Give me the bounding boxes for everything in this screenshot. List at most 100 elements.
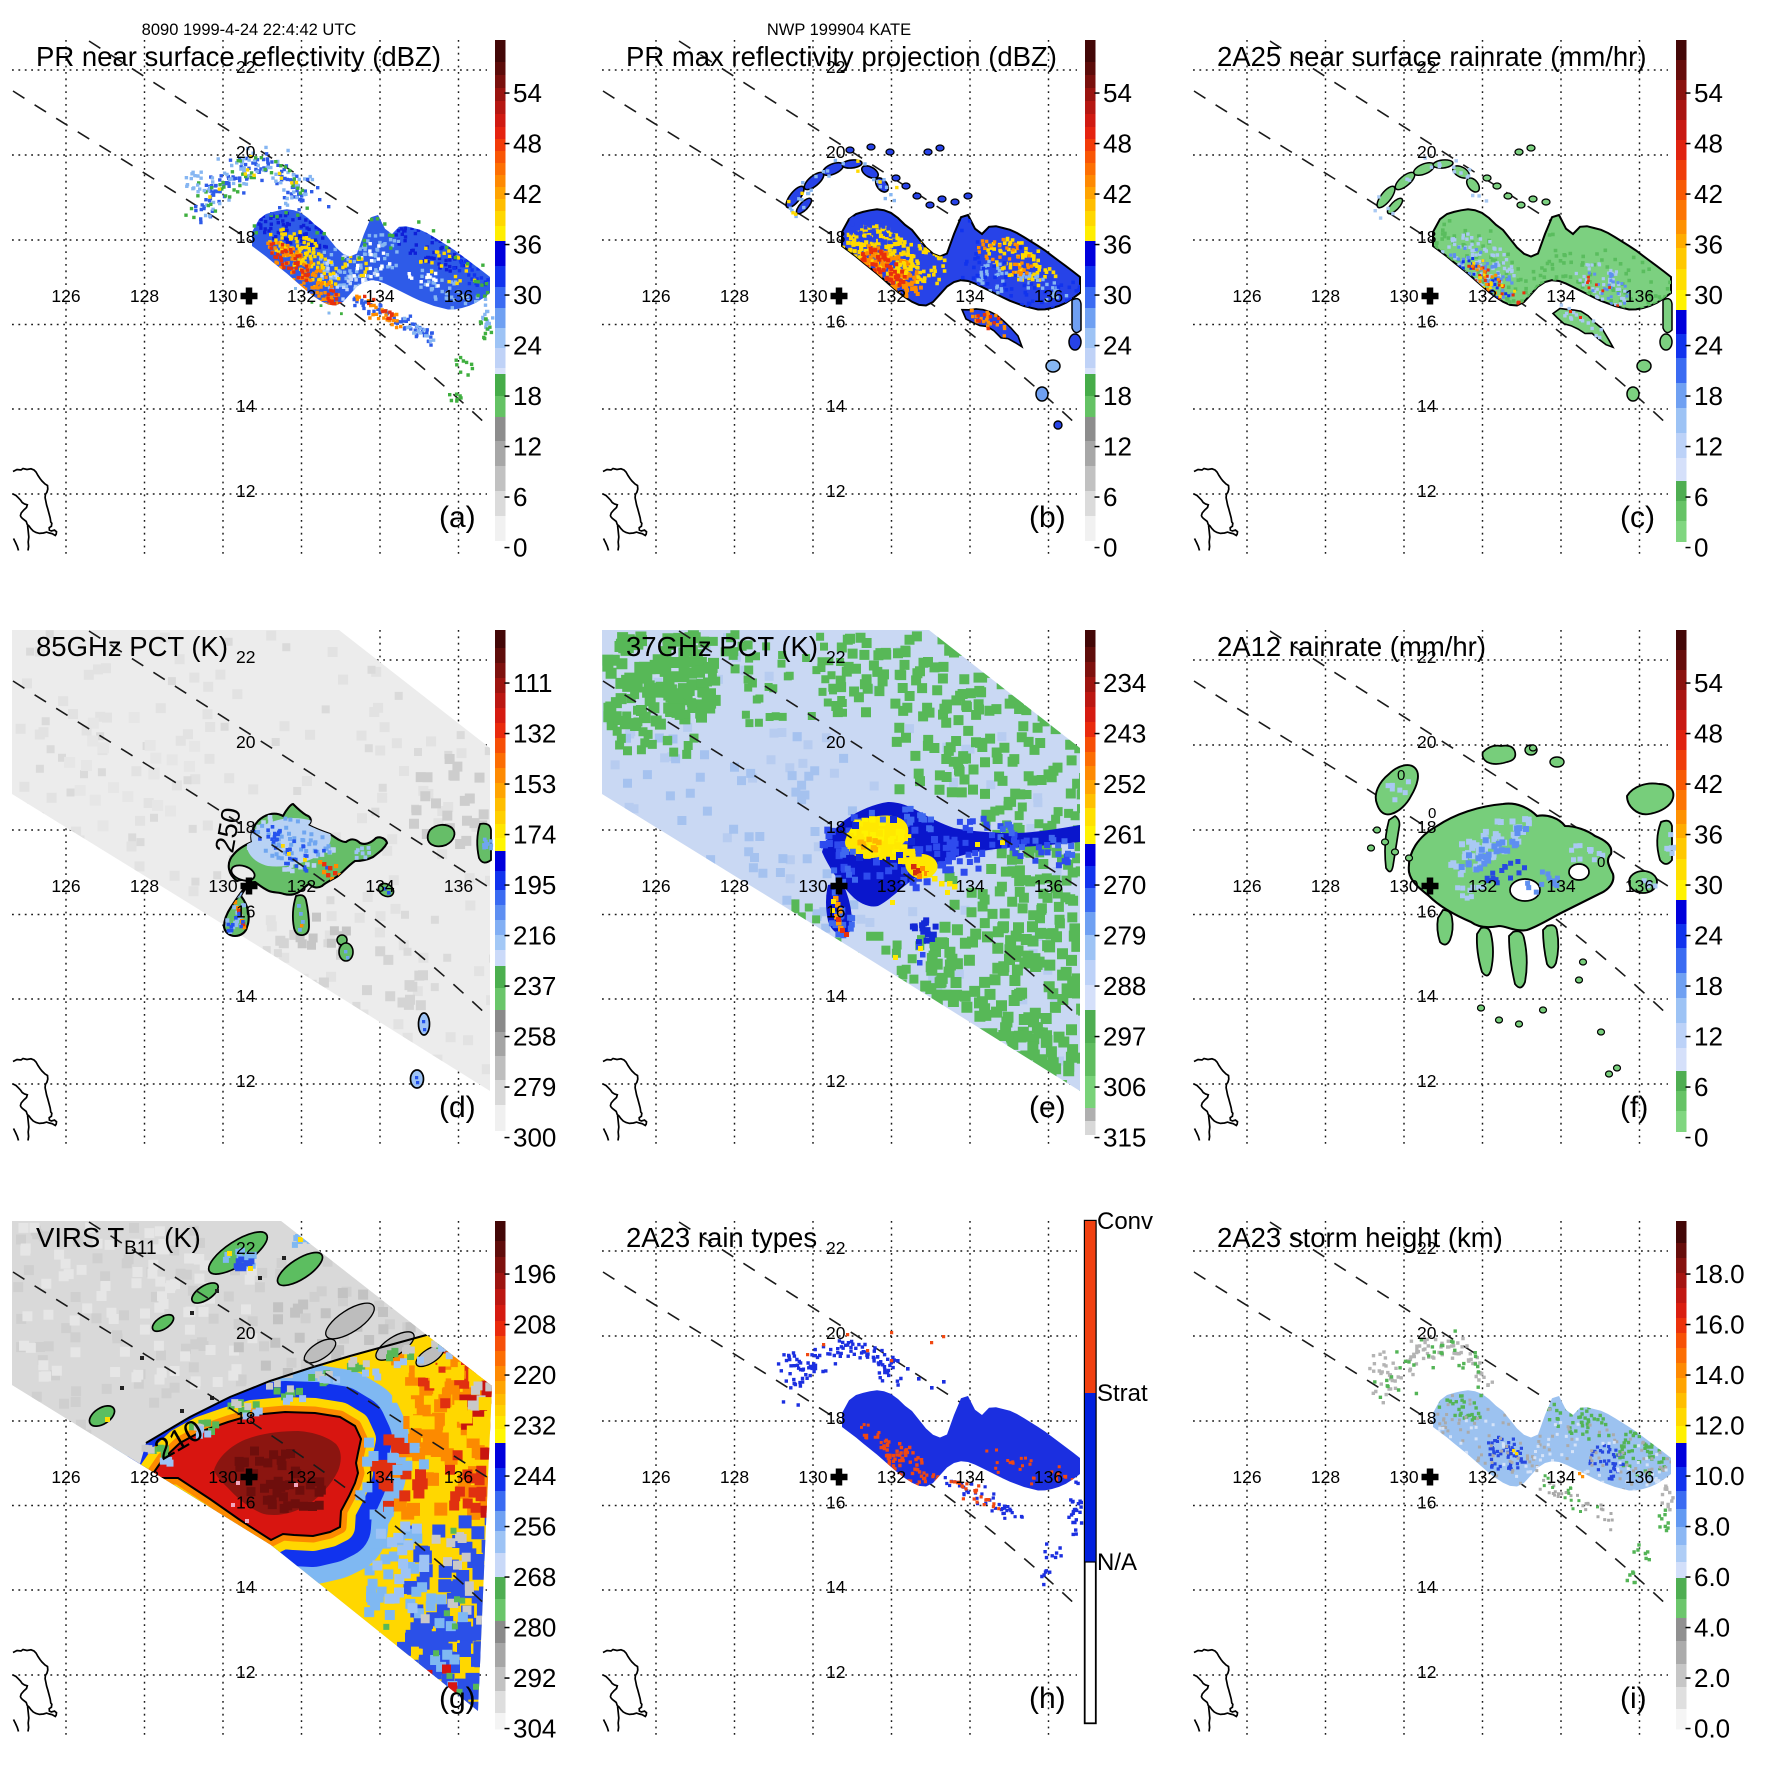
svg-text:20: 20: [236, 732, 256, 752]
svg-text:12: 12: [1417, 1662, 1436, 1682]
svg-text:18: 18: [1103, 381, 1132, 411]
svg-text:Strat: Strat: [1097, 1380, 1148, 1407]
svg-text:130: 130: [1389, 286, 1418, 306]
svg-text:261: 261: [1103, 820, 1146, 850]
svg-text:(g): (g): [439, 1682, 476, 1715]
svg-text:8.0: 8.0: [1694, 1511, 1730, 1541]
svg-text:20: 20: [236, 142, 256, 162]
svg-text:126: 126: [51, 286, 80, 306]
svg-text:10.0: 10.0: [1694, 1461, 1745, 1491]
svg-text:0: 0: [1694, 533, 1708, 563]
svg-text:18: 18: [826, 1408, 845, 1428]
svg-text:54: 54: [1694, 668, 1723, 698]
svg-text:6: 6: [513, 482, 527, 512]
svg-text:6: 6: [1694, 1072, 1708, 1102]
svg-text:126: 126: [51, 1467, 80, 1487]
svg-text:134: 134: [365, 286, 394, 306]
svg-text:24: 24: [1103, 331, 1132, 361]
svg-text:(c): (c): [1620, 501, 1655, 534]
svg-text:130: 130: [208, 876, 237, 896]
svg-text:130: 130: [799, 876, 828, 896]
svg-text:54: 54: [1694, 78, 1723, 108]
svg-text:(i): (i): [1620, 1682, 1647, 1715]
svg-text:128: 128: [1311, 1467, 1340, 1487]
svg-text:18: 18: [1417, 817, 1436, 837]
svg-text:36: 36: [1694, 230, 1723, 260]
svg-text:N/A: N/A: [1097, 1549, 1137, 1576]
svg-text:16: 16: [826, 1492, 845, 1512]
svg-text:0: 0: [1397, 767, 1405, 784]
svg-text:268: 268: [513, 1562, 556, 1592]
svg-text:(b): (b): [1029, 501, 1066, 534]
svg-text:244: 244: [513, 1461, 556, 1491]
svg-text:130: 130: [208, 286, 237, 306]
svg-text:132: 132: [877, 286, 906, 306]
svg-text:42: 42: [1694, 179, 1723, 209]
svg-text:36: 36: [1103, 230, 1132, 260]
svg-text:48: 48: [1103, 129, 1132, 159]
svg-text:134: 134: [365, 1467, 394, 1487]
svg-text:174: 174: [513, 820, 556, 850]
svg-text:132: 132: [877, 1467, 906, 1487]
svg-text:237: 237: [513, 971, 556, 1001]
svg-text:24: 24: [1694, 921, 1723, 951]
svg-text:153: 153: [513, 769, 556, 799]
svg-text:16: 16: [1417, 1492, 1436, 1512]
svg-text:20: 20: [1417, 142, 1437, 162]
svg-text:8090 1999-4-24 22:4:42 UTC: 8090 1999-4-24 22:4:42 UTC: [142, 21, 357, 39]
svg-text:134: 134: [956, 286, 985, 306]
svg-text:12: 12: [1694, 1022, 1723, 1052]
svg-text:12: 12: [1417, 1071, 1436, 1091]
svg-text:16: 16: [236, 902, 255, 922]
svg-text:279: 279: [513, 1072, 556, 1102]
svg-text:20: 20: [826, 142, 846, 162]
svg-text:252: 252: [1103, 769, 1146, 799]
svg-text:12: 12: [1694, 432, 1723, 462]
svg-text:136: 136: [444, 286, 473, 306]
svg-text:134: 134: [1546, 286, 1575, 306]
svg-text:22: 22: [826, 1238, 845, 1258]
svg-text:18: 18: [1694, 381, 1723, 411]
svg-text:12: 12: [236, 1071, 255, 1091]
svg-text:300: 300: [513, 1123, 556, 1153]
svg-text:0: 0: [1694, 1123, 1708, 1153]
svg-text:(f): (f): [1620, 1091, 1648, 1124]
svg-text:134: 134: [956, 876, 985, 896]
svg-text:126: 126: [51, 876, 80, 896]
svg-text:42: 42: [1103, 179, 1132, 209]
svg-text:136: 136: [1034, 286, 1063, 306]
svg-text:16: 16: [826, 902, 845, 922]
svg-text:(a): (a): [439, 501, 476, 534]
svg-text:12.0: 12.0: [1694, 1410, 1745, 1440]
svg-text:6: 6: [1103, 482, 1117, 512]
svg-text:14: 14: [1417, 986, 1437, 1006]
svg-text:134: 134: [365, 876, 394, 896]
svg-text:22: 22: [1417, 1238, 1436, 1258]
svg-text:VIRS TB11 (K): VIRS TB11 (K): [36, 1222, 201, 1259]
svg-text:134: 134: [1546, 1467, 1575, 1487]
svg-text:48: 48: [513, 129, 542, 159]
svg-text:136: 136: [1625, 1467, 1654, 1487]
svg-text:0: 0: [1428, 805, 1436, 822]
svg-text:14: 14: [1417, 1577, 1437, 1597]
svg-text:126: 126: [642, 876, 671, 896]
svg-text:24: 24: [1694, 331, 1723, 361]
svg-text:18: 18: [1694, 971, 1723, 1001]
svg-text:48: 48: [1694, 129, 1723, 159]
svg-text:196: 196: [513, 1259, 556, 1289]
svg-text:14: 14: [826, 396, 846, 416]
svg-text:22: 22: [1417, 647, 1436, 667]
svg-text:16: 16: [1417, 312, 1436, 332]
svg-text:12: 12: [1103, 432, 1132, 462]
svg-text:Conv: Conv: [1097, 1208, 1153, 1235]
svg-text:16: 16: [236, 1492, 255, 1512]
svg-text:2.0: 2.0: [1694, 1663, 1730, 1693]
svg-text:30: 30: [1694, 870, 1723, 900]
svg-text:136: 136: [1034, 1467, 1063, 1487]
svg-text:16: 16: [826, 312, 845, 332]
svg-text:16: 16: [236, 312, 255, 332]
svg-text:22: 22: [1417, 57, 1436, 77]
svg-text:20: 20: [826, 1323, 846, 1343]
svg-text:130: 130: [1389, 1467, 1418, 1487]
svg-text:130: 130: [799, 1467, 828, 1487]
